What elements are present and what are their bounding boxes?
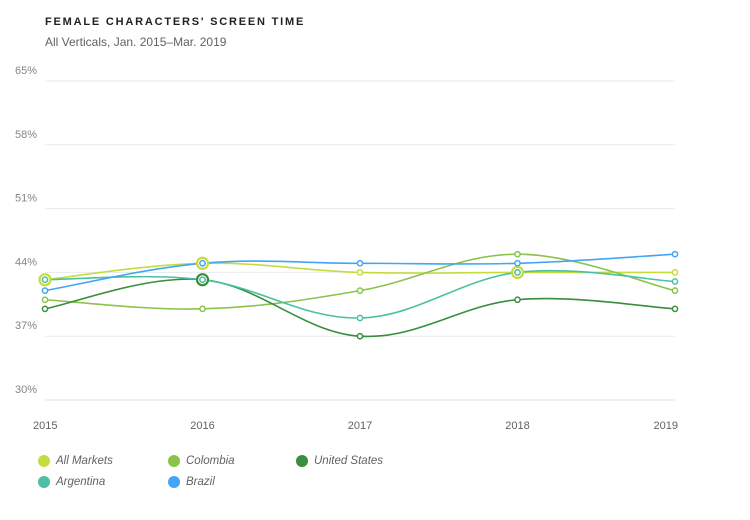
- legend-swatch-united-states: [296, 455, 308, 467]
- legend-label-colombia: Colombia: [186, 455, 235, 467]
- data-point-brazil-2018: [514, 259, 521, 267]
- y-tick-label-65: 65%: [15, 65, 37, 77]
- data-point-colombia-2016: [199, 305, 206, 313]
- y-tick-label-30: 30%: [15, 384, 37, 396]
- legend-item-argentina[interactable]: Argentina: [38, 476, 105, 488]
- data-point-all-markets-2019: [671, 269, 679, 276]
- data-point-argentina-2015: [41, 276, 49, 284]
- x-tick-label-2019: 2019: [654, 420, 678, 432]
- data-point-colombia-2017: [356, 287, 364, 294]
- legend-item-brazil[interactable]: Brazil: [168, 476, 215, 488]
- x-tick-label-2017: 2017: [348, 420, 372, 432]
- legend-label-all-markets: All Markets: [56, 455, 113, 467]
- data-point-united-states-2017: [356, 332, 364, 340]
- data-point-brazil-2017: [356, 259, 364, 267]
- data-point-colombia-2015: [41, 296, 49, 304]
- data-point-argentina-2017: [356, 314, 364, 322]
- data-point-brazil-2016: [199, 259, 206, 267]
- legend-swatch-colombia: [168, 455, 180, 467]
- data-point-argentina-2019: [671, 278, 679, 285]
- legend-swatch-argentina: [38, 476, 50, 488]
- data-point-all-markets-2017: [356, 269, 364, 276]
- data-point-united-states-2018: [514, 296, 521, 304]
- legend-label-brazil: Brazil: [186, 476, 215, 488]
- x-tick-label-2015: 2015: [33, 420, 57, 432]
- data-point-brazil-2015: [41, 287, 49, 294]
- data-point-argentina-2016: [199, 276, 206, 284]
- series-line-argentina: [44, 269, 676, 319]
- chart-title: FEMALE CHARACTERS' SCREEN TIME: [45, 16, 306, 28]
- legend-item-united-states[interactable]: United States: [296, 455, 383, 467]
- data-point-united-states-2015: [41, 305, 49, 313]
- legend-swatch-all-markets: [38, 455, 50, 467]
- legend-label-argentina: Argentina: [56, 476, 106, 488]
- y-tick-label-44: 44%: [15, 256, 37, 268]
- data-point-brazil-2019: [671, 250, 679, 258]
- line-chart: 30% 37% 44% 51% 58% 65% 2015 2016 2017 2018 2019: [15, 65, 679, 432]
- y-tick-label-51: 51%: [15, 193, 37, 205]
- data-point-colombia-2018: [514, 250, 521, 258]
- legend-item-colombia[interactable]: Colombia: [168, 455, 235, 467]
- legend-item-all-markets[interactable]: All Markets: [38, 455, 113, 467]
- legend-label-united-states: United States: [314, 455, 384, 467]
- legend-swatch-brazil: [168, 476, 180, 488]
- data-point-colombia-2019: [671, 287, 679, 294]
- y-tick-label-58: 58%: [15, 129, 37, 141]
- y-tick-label-37: 37%: [15, 320, 37, 332]
- x-tick-label-2018: 2018: [505, 420, 529, 432]
- chart-subtitle: All Verticals, Jan. 2015–Mar. 2019: [45, 35, 227, 49]
- data-point-argentina-2018: [514, 269, 521, 276]
- x-tick-label-2016: 2016: [190, 420, 214, 432]
- data-point-united-states-2019: [671, 305, 679, 313]
